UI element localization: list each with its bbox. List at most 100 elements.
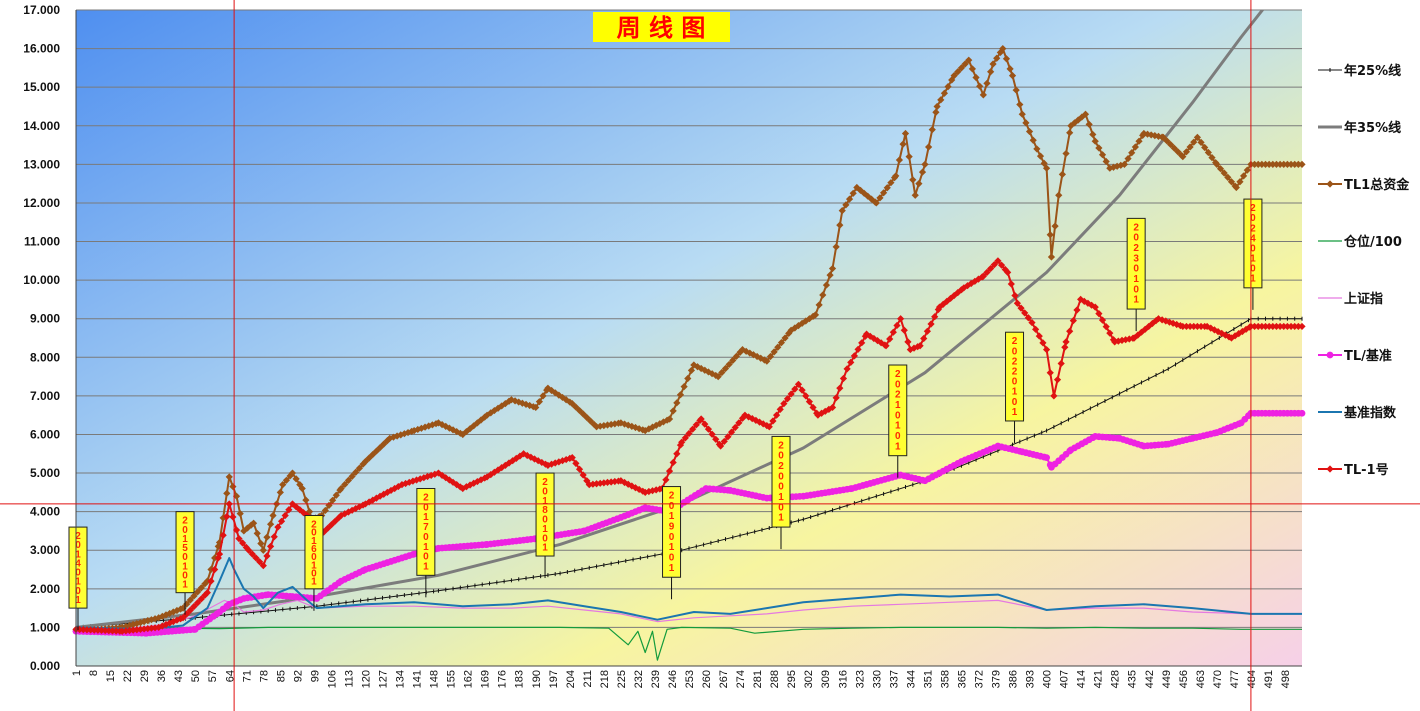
- data-point: [950, 291, 958, 300]
- data-point: [1106, 164, 1114, 172]
- data-point: [1128, 149, 1136, 157]
- series-基准指数: [76, 557, 1302, 631]
- data-point: [1298, 322, 1306, 331]
- data-point: [1046, 231, 1054, 239]
- data-point: [1091, 303, 1099, 311]
- x-tick-label: 36: [156, 670, 168, 682]
- data-point: [299, 509, 308, 517]
- data-point: [321, 506, 329, 515]
- data-point: [911, 191, 919, 199]
- x-tick-label: 155: [446, 670, 458, 688]
- data-point: [190, 602, 198, 611]
- data-point: [194, 588, 202, 596]
- data-point: [1243, 166, 1251, 174]
- data-point: [348, 472, 356, 480]
- data-point: [727, 428, 736, 436]
- data-point: [828, 264, 837, 273]
- data-point: [302, 496, 310, 504]
- data-point: [832, 394, 840, 402]
- data-point: [1261, 160, 1270, 168]
- data-point: [1032, 325, 1040, 333]
- data-point: [253, 529, 261, 537]
- data-point: [1120, 160, 1129, 168]
- data-point: [892, 172, 900, 180]
- data-point: [866, 332, 874, 340]
- data-point: [151, 624, 159, 632]
- data-point: [431, 470, 439, 478]
- data-point: [383, 488, 391, 496]
- data-point: [270, 533, 278, 541]
- legend-item-TL-1号: TL-1号: [1318, 463, 1389, 478]
- data-point: [817, 409, 826, 417]
- x-tick-label: 120: [360, 670, 372, 688]
- data-point: [215, 550, 224, 558]
- data-point: [652, 486, 660, 494]
- y-tick-label: 8.000: [30, 350, 60, 364]
- data-point: [538, 458, 546, 467]
- data-point: [558, 457, 567, 465]
- data-point: [1272, 322, 1281, 331]
- data-point: [1095, 310, 1103, 318]
- data-point: [753, 352, 761, 361]
- data-point: [490, 468, 498, 476]
- data-point: [783, 395, 792, 403]
- data-point: [211, 565, 219, 574]
- data-point: [327, 521, 336, 529]
- data-point: [417, 424, 426, 432]
- x-tick-label: 43: [173, 670, 185, 682]
- y-tick-label: 7.000: [30, 389, 60, 403]
- data-point: [1179, 322, 1187, 331]
- data-point: [900, 326, 908, 334]
- data-point: [883, 184, 891, 192]
- data-point: [849, 189, 857, 197]
- x-tick-label: 71: [241, 670, 253, 682]
- legend-item-年25%线: 年25%线: [1318, 63, 1401, 79]
- y-tick-label: 4.000: [30, 505, 60, 519]
- data-point: [1069, 317, 1077, 325]
- x-tick-label: 463: [1195, 670, 1207, 688]
- legend-item-仓位/100: 仓位/100: [1318, 234, 1402, 250]
- data-point: [1287, 160, 1295, 168]
- x-tick-label: 484: [1246, 670, 1258, 688]
- data-point: [1269, 322, 1277, 331]
- data-point: [704, 425, 713, 433]
- x-tick-label: 204: [565, 670, 577, 688]
- data-point: [1017, 304, 1025, 312]
- x-tick-label: 190: [531, 670, 543, 688]
- data-point: [1276, 160, 1284, 168]
- y-tick-label: 15.000: [23, 80, 60, 94]
- data-point: [939, 300, 947, 308]
- data-point: [983, 79, 991, 87]
- data-point: [1051, 222, 1059, 230]
- data-point: [1058, 170, 1066, 178]
- data-point: [535, 398, 543, 406]
- data-point: [1201, 143, 1209, 152]
- data-point: [665, 415, 674, 423]
- data-point: [979, 272, 987, 280]
- data-point: [249, 519, 258, 527]
- data-point: [673, 450, 681, 458]
- data-point: [1001, 265, 1009, 274]
- data-point: [229, 513, 237, 521]
- data-point: [1007, 280, 1015, 288]
- data-point: [344, 508, 353, 516]
- data-point: [968, 65, 976, 73]
- data-point: [487, 409, 495, 417]
- x-tick-label: 176: [497, 670, 509, 688]
- data-point: [944, 83, 952, 91]
- data-point: [572, 459, 580, 468]
- data-point: [972, 73, 980, 82]
- data-point: [845, 195, 854, 203]
- data-point: [337, 511, 345, 520]
- data-point: [940, 89, 949, 97]
- x-tick-label: 498: [1280, 670, 1292, 688]
- data-point: [876, 194, 884, 202]
- data-point: [1106, 329, 1114, 337]
- data-point: [842, 201, 850, 209]
- data-point: [624, 480, 632, 488]
- data-point: [1073, 306, 1081, 314]
- data-point: [97, 626, 106, 635]
